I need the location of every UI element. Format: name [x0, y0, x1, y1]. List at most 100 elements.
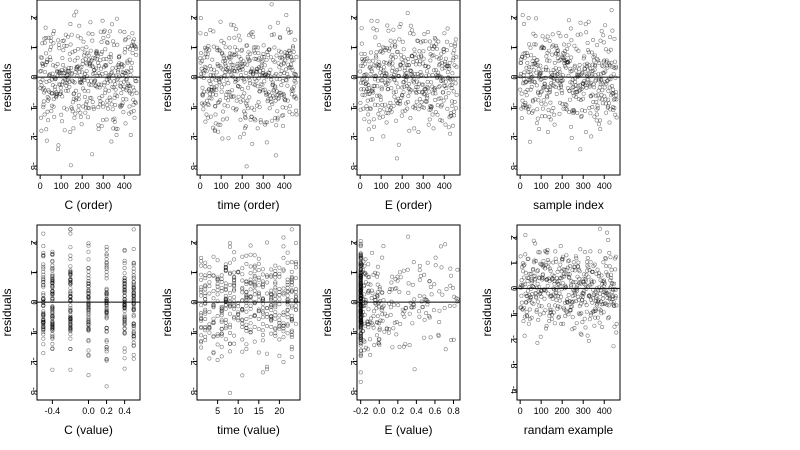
data-point — [202, 55, 207, 60]
data-point — [597, 320, 602, 325]
data-point — [110, 107, 115, 112]
data-point — [545, 95, 550, 100]
data-point — [72, 13, 77, 18]
x-tick-label: 200 — [555, 406, 570, 416]
data-point — [248, 327, 253, 332]
data-point — [55, 62, 60, 67]
data-point — [539, 89, 544, 94]
x-tick-label: 200 — [75, 181, 90, 191]
data-point — [110, 66, 115, 71]
data-point — [532, 80, 537, 85]
data-point — [85, 74, 90, 79]
data-point — [358, 69, 363, 74]
data-point — [418, 59, 423, 64]
data-point — [104, 357, 109, 362]
data-point — [289, 303, 294, 308]
data-point — [260, 305, 265, 310]
data-point — [50, 326, 55, 331]
data-point — [232, 282, 237, 287]
data-point — [452, 303, 457, 308]
data-point — [415, 71, 420, 76]
data-point — [582, 67, 587, 72]
data-point — [199, 255, 204, 260]
data-point — [396, 74, 401, 79]
data-point — [293, 276, 298, 281]
y-tick-label: 1 — [509, 45, 519, 50]
data-point — [59, 112, 64, 117]
data-point — [199, 324, 204, 329]
data-point — [77, 92, 82, 97]
data-point — [358, 63, 363, 68]
data-point — [358, 315, 363, 320]
data-point — [256, 261, 261, 266]
data-point — [427, 89, 432, 94]
data-point — [450, 285, 455, 290]
data-point — [133, 100, 138, 105]
data-point — [257, 105, 262, 110]
data-point — [130, 39, 135, 44]
data-point — [61, 48, 66, 53]
data-point — [551, 310, 556, 315]
data-point — [247, 78, 252, 83]
data-point — [268, 25, 273, 30]
data-point — [578, 20, 583, 25]
data-point — [603, 97, 608, 102]
data-point — [431, 126, 436, 131]
data-point — [532, 42, 537, 47]
data-point — [248, 280, 253, 285]
data-point — [385, 46, 390, 51]
data-point — [264, 311, 269, 316]
data-point — [223, 268, 228, 273]
x-axis-label: time (order) — [217, 198, 279, 212]
data-point — [525, 87, 530, 92]
data-point — [380, 50, 385, 55]
data-point — [609, 60, 614, 65]
data-point — [382, 311, 387, 316]
data-point — [519, 116, 524, 121]
data-point — [94, 49, 99, 54]
data-point — [122, 289, 127, 294]
data-point — [549, 109, 554, 114]
data-point — [390, 52, 395, 57]
data-point — [522, 262, 527, 267]
data-point — [276, 95, 281, 100]
data-point — [378, 97, 383, 102]
data-point — [277, 313, 282, 318]
data-point — [290, 68, 295, 73]
data-point — [440, 66, 445, 71]
data-point — [48, 57, 53, 62]
data-point — [537, 303, 542, 308]
data-point — [123, 121, 128, 126]
data-point — [131, 262, 136, 267]
data-point — [104, 286, 109, 291]
data-point — [273, 263, 278, 268]
data-point — [39, 55, 44, 60]
data-point — [269, 318, 274, 323]
data-point — [574, 95, 579, 100]
data-point — [280, 124, 285, 129]
data-point — [399, 113, 404, 118]
data-point — [569, 55, 574, 60]
data-point — [567, 264, 572, 269]
data-point — [613, 267, 618, 272]
data-point — [219, 85, 224, 90]
data-point — [604, 264, 609, 269]
data-point — [239, 48, 244, 53]
data-point — [219, 331, 224, 336]
data-point — [579, 114, 584, 119]
data-point — [248, 264, 253, 269]
data-point — [232, 304, 237, 309]
data-point — [434, 46, 439, 51]
data-point — [385, 81, 390, 86]
data-point — [567, 275, 572, 280]
data-point — [609, 64, 614, 69]
data-point — [41, 351, 46, 356]
data-point — [68, 322, 73, 327]
data-point — [260, 311, 265, 316]
data-point — [375, 290, 380, 295]
data-point — [400, 307, 405, 312]
data-point — [43, 25, 48, 30]
data-point — [536, 317, 541, 322]
data-point — [275, 115, 280, 120]
